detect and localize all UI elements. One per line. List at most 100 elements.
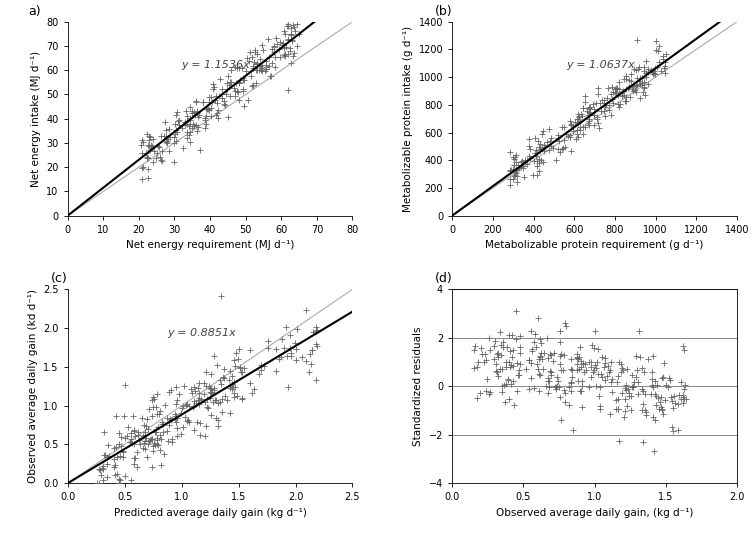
Point xyxy=(285,30,297,39)
Point xyxy=(291,324,303,333)
Point xyxy=(605,90,617,98)
Point xyxy=(148,395,160,403)
Point xyxy=(274,52,287,61)
Point xyxy=(528,156,540,165)
Point xyxy=(138,444,150,453)
Point xyxy=(162,135,174,143)
Point xyxy=(599,375,611,384)
Point xyxy=(499,398,511,407)
Point xyxy=(145,141,157,150)
Point xyxy=(284,344,296,352)
Point xyxy=(583,121,595,129)
Point xyxy=(647,413,660,421)
Point xyxy=(165,438,177,446)
Point xyxy=(539,143,551,151)
Point xyxy=(479,350,491,358)
Point xyxy=(559,319,572,327)
Point xyxy=(558,386,570,394)
Point xyxy=(232,95,244,104)
Point xyxy=(627,86,639,95)
Point xyxy=(527,171,539,179)
Point xyxy=(650,400,662,409)
Point xyxy=(216,407,228,416)
Point xyxy=(506,330,518,339)
Point xyxy=(602,368,614,376)
Point xyxy=(136,135,148,144)
Point xyxy=(602,84,614,93)
Point xyxy=(229,382,241,391)
Point xyxy=(497,338,509,346)
Point xyxy=(511,178,523,187)
Point xyxy=(188,122,200,131)
Point xyxy=(543,376,555,385)
Point xyxy=(605,110,617,119)
Point xyxy=(146,434,158,443)
Point xyxy=(254,361,266,370)
Point xyxy=(520,364,532,373)
Point xyxy=(638,78,650,86)
Point xyxy=(577,103,589,112)
Point xyxy=(262,337,274,346)
Point xyxy=(614,100,626,109)
Point xyxy=(151,409,163,418)
Point xyxy=(269,62,281,71)
Point xyxy=(268,41,280,50)
Point xyxy=(609,85,621,93)
Point xyxy=(141,152,153,161)
Point xyxy=(504,175,516,184)
Point xyxy=(122,423,134,432)
Point xyxy=(187,403,199,412)
Point xyxy=(574,342,586,351)
Point xyxy=(128,426,140,434)
Point xyxy=(191,108,203,116)
Point xyxy=(226,384,238,393)
Point xyxy=(277,343,290,352)
Point xyxy=(554,366,566,375)
Point xyxy=(545,351,557,359)
Point xyxy=(149,440,161,449)
Point xyxy=(501,343,513,351)
Point xyxy=(508,153,520,162)
Point xyxy=(127,412,139,421)
Point xyxy=(634,353,646,362)
Point xyxy=(559,389,571,397)
Point xyxy=(256,46,268,55)
Point xyxy=(254,61,266,70)
Point xyxy=(225,78,237,86)
Point xyxy=(572,352,584,361)
Point xyxy=(523,385,535,394)
Point xyxy=(235,368,247,377)
Point xyxy=(132,448,144,457)
Point xyxy=(171,108,183,116)
Point xyxy=(544,367,556,376)
Point xyxy=(250,65,262,74)
Point xyxy=(502,395,514,403)
Point xyxy=(311,326,323,334)
Point xyxy=(250,59,262,67)
Point xyxy=(233,78,245,86)
Point xyxy=(545,371,557,380)
Point xyxy=(634,73,646,82)
Point xyxy=(151,433,163,442)
Point xyxy=(187,120,199,129)
Point xyxy=(200,120,212,129)
Point xyxy=(658,359,670,368)
Point xyxy=(626,85,638,93)
Point xyxy=(247,62,259,71)
Point xyxy=(626,383,638,392)
Point xyxy=(260,56,272,65)
Point xyxy=(306,346,318,355)
Point xyxy=(217,373,229,382)
Point xyxy=(181,417,193,426)
Point xyxy=(158,450,170,459)
Point xyxy=(639,405,651,414)
Point xyxy=(168,158,180,167)
Point xyxy=(203,106,215,115)
Point xyxy=(581,366,593,375)
Point xyxy=(508,160,520,169)
Point xyxy=(491,349,503,358)
Point xyxy=(285,23,297,32)
Point xyxy=(663,374,675,382)
Point xyxy=(504,167,516,175)
Point xyxy=(192,127,204,135)
